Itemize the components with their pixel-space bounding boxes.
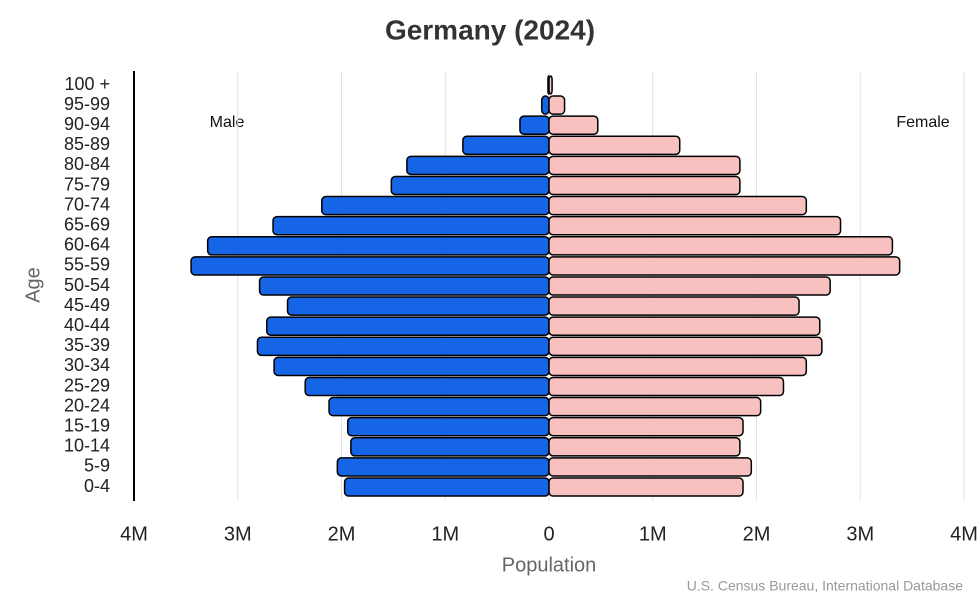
y-tick-label: 20-24 [64, 395, 110, 415]
bar [272, 215, 550, 236]
y-tick-label: 50-54 [64, 275, 110, 295]
bar [548, 115, 599, 135]
y-tick-label: 30-34 [64, 355, 110, 375]
y-tick-label: 0-4 [84, 476, 110, 496]
bar [343, 477, 550, 497]
y-tick-label: 40-44 [64, 315, 110, 335]
bar [548, 215, 842, 236]
x-tick-label: 4M [950, 523, 978, 545]
y-tick-label: 60-64 [64, 235, 110, 255]
bar [206, 236, 550, 256]
y-tick-label: 65-69 [64, 214, 110, 234]
y-tick-label: 100 + [64, 74, 110, 94]
y-tick-label: 85-89 [64, 134, 110, 154]
y-tick-label: 45-49 [64, 295, 110, 315]
y-tick-label: 5-9 [84, 456, 110, 476]
y-tick-label: 90-94 [64, 114, 110, 134]
y-tick-label: 10-14 [64, 436, 110, 456]
bar [390, 175, 550, 196]
bar [406, 155, 550, 176]
bar [304, 376, 550, 397]
bar [548, 276, 831, 296]
bar [548, 135, 681, 156]
bar [548, 256, 901, 276]
bar [266, 316, 550, 336]
bar [336, 457, 550, 477]
y-tick-label: 15-19 [64, 415, 110, 435]
bar [548, 316, 821, 336]
bar [548, 396, 762, 417]
x-tick-label: 3M [224, 523, 252, 545]
bar [548, 477, 744, 497]
bar [321, 195, 550, 216]
y-tick-label: 75-79 [64, 174, 110, 194]
bar [346, 416, 550, 437]
bar [548, 296, 800, 316]
bar [548, 155, 741, 176]
y-tick-label: 95-99 [64, 94, 110, 114]
series-label: Female [896, 114, 949, 131]
x-tick-label: 4M [120, 523, 148, 545]
bar [548, 356, 808, 377]
x-axis-label: Population [502, 554, 597, 576]
bar [190, 256, 550, 276]
y-tick-label: 55-59 [64, 255, 110, 275]
y-tick-label: 70-74 [64, 194, 110, 214]
bar [548, 437, 741, 457]
bar [548, 95, 566, 115]
bar [519, 115, 550, 135]
x-tick-label: 2M [328, 523, 356, 545]
bar [258, 276, 550, 296]
x-tick-label: 3M [846, 523, 874, 545]
bar [286, 296, 550, 316]
bar [548, 175, 741, 196]
bar [548, 195, 808, 216]
bar [273, 356, 550, 377]
bar [548, 457, 753, 477]
bar [548, 236, 894, 256]
y-axis-label: Age [22, 267, 44, 303]
bar [548, 416, 744, 437]
series-label: Male [210, 114, 245, 131]
bar [328, 396, 550, 417]
bar [350, 437, 550, 457]
chart-title: Germany (2024) [385, 14, 595, 45]
x-tick-label: 0 [543, 523, 554, 545]
x-tick-label: 2M [743, 523, 771, 545]
y-tick-label: 25-29 [64, 375, 110, 395]
bar [548, 75, 553, 95]
bar [540, 95, 550, 115]
x-tick-label: 1M [431, 523, 459, 545]
bar [462, 135, 550, 156]
y-tick-label: 80-84 [64, 154, 110, 174]
bar [256, 336, 550, 357]
source-note: U.S. Census Bureau, International Databa… [687, 578, 963, 594]
bar [548, 336, 823, 357]
bar [548, 376, 785, 397]
y-tick-label: 35-39 [64, 335, 110, 355]
x-tick-label: 1M [639, 523, 667, 545]
